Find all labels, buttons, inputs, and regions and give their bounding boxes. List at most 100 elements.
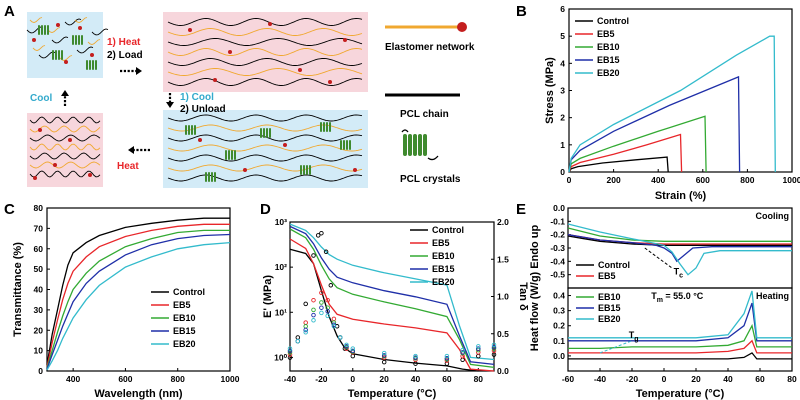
y-tick-label: 40 (34, 285, 44, 295)
pcl-chain (51, 36, 69, 44)
crosslink-node (53, 163, 57, 167)
x-tick-label: 20 (691, 374, 701, 384)
crosslink-node (213, 78, 217, 82)
heating-series-eb20 (568, 290, 792, 339)
series-eb10 (568, 115, 707, 173)
x-tick-label: 40 (723, 374, 733, 384)
elastomer-strand (87, 39, 101, 45)
x-tick-label: 40 (411, 374, 421, 384)
cooling-series-eb15 (567, 234, 792, 263)
tan-delta-point (311, 307, 316, 313)
y-tick-label: 6 (560, 4, 565, 14)
tan-delta-point (319, 230, 324, 236)
legend-label-control: Control (597, 16, 629, 26)
legend-label-eb10: EB10 (598, 292, 621, 302)
tg-guide-line (599, 340, 633, 354)
crosslink-node (228, 50, 232, 54)
tan-delta-point (311, 297, 316, 303)
tan-delta-point (319, 300, 324, 305)
plot-area-e-heating (567, 287, 793, 372)
tan-delta-point (337, 335, 343, 340)
y-tick-label: 80 (34, 203, 44, 213)
legend-label-eb15: EB15 (598, 303, 621, 313)
x-axis-title: Temperature (°C) (636, 388, 725, 400)
panel-letter-c: C (4, 201, 15, 218)
y-tick-label: 5 (560, 31, 565, 41)
dsc-chart: -60 -40 -20 0 20 40 60 80 -0.5 -0.4 -0.3 -0.2 -0.1 0.… (529, 203, 797, 400)
x-tick-label: -20 (315, 374, 328, 384)
elastomer-strand (29, 125, 101, 133)
crosslink-node (243, 168, 247, 172)
crosslink-node (298, 68, 302, 72)
y-tick-label: -0.4 (550, 256, 565, 266)
y-tick-label: 1 (560, 140, 565, 150)
heating-series-control (568, 352, 792, 360)
x-tick-label: 800 (740, 175, 754, 185)
elastomer-strand (167, 48, 363, 56)
x-tick-label: -40 (284, 374, 297, 384)
pcl-chain (64, 18, 82, 26)
y-tick-label: -0.3 (550, 243, 565, 253)
y2-tick-label: 2.0 (497, 217, 509, 227)
y-axis-title: Stress (MPa) (544, 57, 556, 124)
panel-letter-d: D (260, 201, 271, 218)
modulus-series-eb10 (289, 228, 495, 369)
tan-delta-point (460, 347, 465, 353)
legend-label-eb15: EB15 (597, 55, 620, 65)
tan-delta-point (350, 346, 356, 351)
crosslink-node (343, 38, 347, 42)
tan-delta-point (331, 316, 337, 322)
y-tick-label: 0.0 (553, 203, 565, 213)
pcl-crystal (185, 125, 196, 135)
crosslink-node (353, 168, 357, 172)
x-tick-label: 1000 (783, 175, 800, 185)
x-tick-label: -40 (594, 374, 607, 384)
pcl-chain (29, 170, 101, 178)
pcl-crystal (340, 140, 351, 150)
x-axis-title: Strain (%) (655, 190, 707, 202)
pcl-chain (29, 152, 101, 160)
step-unload-label: 2) Unload (180, 104, 226, 115)
x-tick-label: 80 (474, 374, 484, 384)
legend-label-eb15: EB15 (432, 264, 455, 274)
legend-label-control: Control (432, 225, 464, 235)
crosslink-node-icon (457, 22, 467, 32)
x-tick-label: 400 (651, 175, 665, 185)
tan-delta-point (491, 342, 497, 348)
legend-label-eb5: EB5 (173, 300, 191, 310)
y-tick-label: 10³ (275, 217, 287, 227)
pcl-chain (167, 38, 363, 46)
series-control (568, 156, 669, 173)
y-tick-label: 10¹ (275, 307, 287, 317)
tan-delta-point (325, 297, 330, 303)
elastomer-strand (167, 164, 363, 172)
tan-delta-point (460, 350, 465, 355)
tan-delta-point (319, 305, 324, 310)
modulus-series-eb20 (289, 223, 495, 361)
legend-label-eb10: EB10 (173, 313, 196, 323)
y-tick-label: 0.3 (553, 306, 565, 316)
x-tick-label: 1000 (221, 374, 240, 384)
y2-tick-label: 0.5 (497, 329, 509, 339)
x-tick-label: 60 (755, 374, 765, 384)
heating-label: Heating (756, 291, 789, 301)
pcl-chain (91, 28, 109, 36)
modulus-series-eb5 (289, 238, 495, 372)
tc-guide-line (644, 247, 673, 269)
tan-delta-point (444, 353, 450, 359)
tan-delta-point (303, 320, 308, 325)
pcl-crystal-icon (401, 129, 439, 161)
series-eb20 (46, 241, 231, 371)
pcl-chain (167, 154, 363, 162)
x-tick-label: 0 (662, 374, 667, 384)
elastomer-strand (74, 17, 88, 23)
x-tick-label: 0 (567, 175, 572, 185)
x-axis-title: Temperature (°C) (348, 388, 437, 400)
dma-chart: -40 -20 0 20 40 60 80 10⁰ 10¹ 10² 10³ 0.0 0.5 1.0 1.5 2… (262, 217, 529, 400)
legend-label-eb10: EB10 (597, 42, 620, 52)
legend-label-eb20: EB20 (432, 277, 455, 287)
state-cool-unloaded-box (163, 110, 368, 188)
tan-delta-point (287, 346, 293, 351)
tan-delta-point (491, 344, 497, 350)
cool-label: Cool (30, 93, 52, 104)
